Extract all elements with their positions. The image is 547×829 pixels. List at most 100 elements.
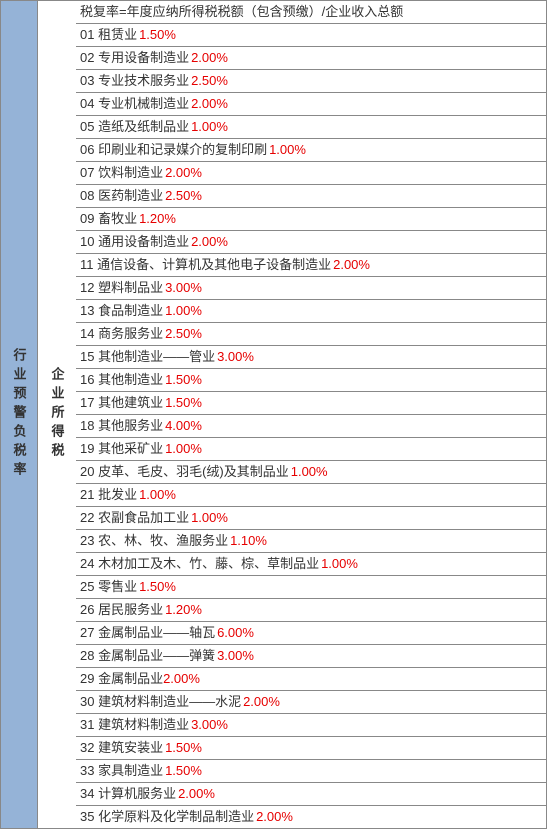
row-rate: 3.00%	[217, 348, 254, 366]
table-row: 01 租赁业 1.50%	[76, 23, 547, 46]
row-label: 07 饮料制造业	[80, 164, 163, 182]
row-label: 26 居民服务业	[80, 601, 163, 619]
row-rate: 1.50%	[139, 26, 176, 44]
row-rate: 6.00%	[217, 624, 254, 642]
row-rate: 2.00%	[191, 233, 228, 251]
row-label: 19 其他采矿业	[80, 440, 163, 458]
row-rate: 2.00%	[178, 785, 215, 803]
row-rate: 2.00%	[191, 49, 228, 67]
table-row: 13 食品制造业 1.00%	[76, 299, 547, 322]
category-column: 行业预警负税率	[0, 0, 38, 829]
table-row: 26 居民服务业 1.20%	[76, 598, 547, 621]
row-rate: 2.00%	[256, 808, 293, 826]
row-rate: 1.50%	[165, 762, 202, 780]
table-row: 12 塑料制品业 3.00%	[76, 276, 547, 299]
formula-text: 税复率=年度应纳所得税税额（包含预缴）/企业收入总额	[80, 3, 403, 21]
row-label: 22 农副食品加工业	[80, 509, 189, 527]
row-rate: 1.10%	[230, 532, 267, 550]
row-label: 24 木材加工及木、竹、藤、棕、草制品业	[80, 555, 319, 573]
row-rate: 3.00%	[165, 279, 202, 297]
row-rate: 1.50%	[165, 371, 202, 389]
table-row: 10 通用设备制造业 2.00%	[76, 230, 547, 253]
table-row: 34 计算机服务业 2.00%	[76, 782, 547, 805]
row-rate: 1.00%	[321, 555, 358, 573]
table-row: 23 农、林、牧、渔服务业 1.10%	[76, 529, 547, 552]
table-row: 05 造纸及纸制品业 1.00%	[76, 115, 547, 138]
row-rate: 1.50%	[139, 578, 176, 596]
row-label: 06 印刷业和记录媒介的复制印刷	[80, 141, 267, 159]
row-label: 23 农、林、牧、渔服务业	[80, 532, 228, 550]
table-row: 03 专业技术服务业 2.50%	[76, 69, 547, 92]
table-row: 22 农副食品加工业 1.00%	[76, 506, 547, 529]
table-row: 33 家具制造业 1.50%	[76, 759, 547, 782]
table-row: 19 其他采矿业 1.00%	[76, 437, 547, 460]
row-rate: 2.00%	[243, 693, 280, 711]
table-row: 04 专业机械制造业 2.00%	[76, 92, 547, 115]
row-label: 30 建筑材料制造业——水泥	[80, 693, 241, 711]
row-label: 21 批发业	[80, 486, 137, 504]
table-row: 06 印刷业和记录媒介的复制印刷 1.00%	[76, 138, 547, 161]
table-row: 35 化学原料及化学制品制造业 2.00%	[76, 805, 547, 829]
row-label: 16 其他制造业	[80, 371, 163, 389]
row-label: 11 通信设备、计算机及其他电子设备制造业	[80, 256, 331, 274]
table-row: 21 批发业 1.00%	[76, 483, 547, 506]
row-rate: 1.20%	[165, 601, 202, 619]
row-label: 09 畜牧业	[80, 210, 137, 228]
row-label: 17 其他建筑业	[80, 394, 163, 412]
row-rate: 2.50%	[165, 187, 202, 205]
row-rate: 2.00%	[165, 164, 202, 182]
table-row: 31 建筑材料制造业 3.00%	[76, 713, 547, 736]
row-label: 29 金属制品业	[80, 670, 163, 688]
table-row: 17 其他建筑业 1.50%	[76, 391, 547, 414]
row-label: 13 食品制造业	[80, 302, 163, 320]
table-row: 29 金属制品业2.00%	[76, 667, 547, 690]
row-label: 28 金属制品业——弹簧	[80, 647, 215, 665]
row-label: 15 其他制造业——管业	[80, 348, 215, 366]
row-rate: 1.50%	[165, 739, 202, 757]
row-label: 01 租赁业	[80, 26, 137, 44]
row-label: 08 医药制造业	[80, 187, 163, 205]
table-row: 24 木材加工及木、竹、藤、棕、草制品业 1.00%	[76, 552, 547, 575]
row-label: 34 计算机服务业	[80, 785, 176, 803]
row-label: 31 建筑材料制造业	[80, 716, 189, 734]
table-row: 27 金属制品业——轴瓦 6.00%	[76, 621, 547, 644]
table-row: 30 建筑材料制造业——水泥 2.00%	[76, 690, 547, 713]
table-row: 20 皮革、毛皮、羽毛(绒)及其制品业 1.00%	[76, 460, 547, 483]
row-label: 25 零售业	[80, 578, 137, 596]
formula-row: 税复率=年度应纳所得税税额（包含预缴）/企业收入总额	[76, 0, 547, 23]
table-row: 25 零售业 1.50%	[76, 575, 547, 598]
row-rate: 2.00%	[163, 670, 200, 688]
table-row: 18 其他服务业 4.00%	[76, 414, 547, 437]
row-label: 27 金属制品业——轴瓦	[80, 624, 215, 642]
row-label: 04 专业机械制造业	[80, 95, 189, 113]
row-rate: 1.20%	[139, 210, 176, 228]
subcategory-label: 企业所得税	[51, 367, 64, 462]
row-rate: 1.00%	[139, 486, 176, 504]
row-label: 20 皮革、毛皮、羽毛(绒)及其制品业	[80, 463, 289, 481]
tax-rate-table: 行业预警负税率 企业所得税 税复率=年度应纳所得税税额（包含预缴）/企业收入总额…	[0, 0, 547, 829]
table-row: 11 通信设备、计算机及其他电子设备制造业 2.00%	[76, 253, 547, 276]
row-label: 32 建筑安装业	[80, 739, 163, 757]
row-rate: 2.50%	[191, 72, 228, 90]
row-rate: 1.00%	[269, 141, 306, 159]
row-label: 05 造纸及纸制品业	[80, 118, 189, 136]
table-row: 32 建筑安装业 1.50%	[76, 736, 547, 759]
table-row: 07 饮料制造业 2.00%	[76, 161, 547, 184]
row-label: 18 其他服务业	[80, 417, 163, 435]
row-label: 03 专业技术服务业	[80, 72, 189, 90]
row-rate: 1.00%	[191, 118, 228, 136]
row-label: 33 家具制造业	[80, 762, 163, 780]
row-rate: 2.00%	[191, 95, 228, 113]
row-label: 35 化学原料及化学制品制造业	[80, 808, 254, 826]
table-row: 28 金属制品业——弹簧 3.00%	[76, 644, 547, 667]
table-row: 14 商务服务业 2.50%	[76, 322, 547, 345]
row-rate: 2.50%	[165, 325, 202, 343]
category-label: 行业预警负税率	[13, 348, 26, 481]
row-rate: 2.00%	[333, 256, 370, 274]
data-column: 税复率=年度应纳所得税税额（包含预缴）/企业收入总额 01 租赁业 1.50% 02…	[76, 0, 547, 829]
row-rate: 1.50%	[165, 394, 202, 412]
row-label: 02 专用设备制造业	[80, 49, 189, 67]
table-row: 16 其他制造业 1.50%	[76, 368, 547, 391]
row-rate: 3.00%	[217, 647, 254, 665]
row-rate: 1.00%	[165, 440, 202, 458]
